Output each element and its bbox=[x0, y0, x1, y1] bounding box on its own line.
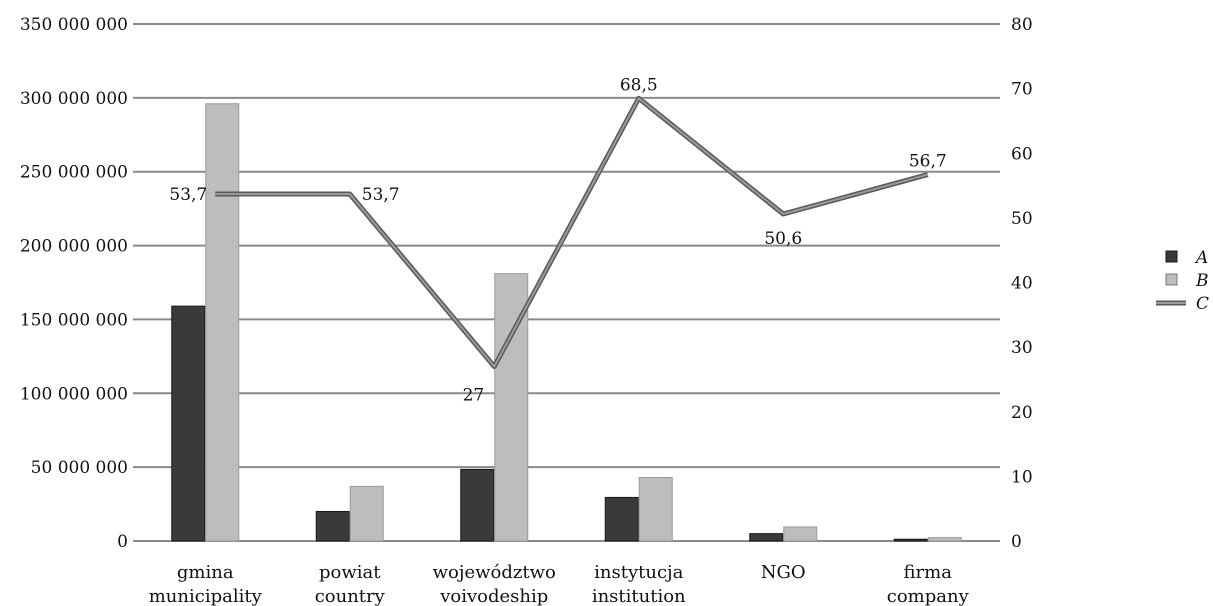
left-tick-label: 100 000 000 bbox=[20, 384, 128, 404]
left-tick-label: 250 000 000 bbox=[20, 163, 128, 183]
right-tick-label: 80 bbox=[1011, 15, 1033, 35]
category-label: voivodeship bbox=[439, 586, 548, 606]
right-tick-label: 50 bbox=[1011, 209, 1033, 229]
category-label: institution bbox=[592, 586, 686, 606]
line-c-outline bbox=[215, 95, 929, 370]
right-axis-ticks: 0 10 20 30 40 50 60 70 80 bbox=[1011, 15, 1033, 552]
left-tick-label: 50 000 000 bbox=[31, 458, 128, 478]
category-label: municipality bbox=[149, 586, 263, 606]
bar-a bbox=[315, 510, 350, 542]
line-c bbox=[215, 97, 929, 368]
bar-b bbox=[783, 526, 818, 542]
data-label-c: 53,7 bbox=[362, 185, 400, 205]
left-axis-ticks: 0 50 000 000 100 000 000 150 000 000 200 000… bbox=[20, 15, 128, 552]
gridlines bbox=[133, 23, 1000, 542]
left-tick-label: 150 000 000 bbox=[20, 310, 128, 330]
category-labels: gmina municipality powiat country województw… bbox=[149, 562, 970, 606]
data-label-c: 68,5 bbox=[620, 75, 658, 95]
bar-b bbox=[927, 537, 962, 542]
left-tick-label: 0 bbox=[117, 532, 128, 552]
data-label-c: 53,7 bbox=[169, 185, 207, 205]
bar-b bbox=[205, 103, 240, 542]
category-label: country bbox=[315, 586, 386, 606]
right-tick-label: 20 bbox=[1011, 403, 1033, 423]
category-label: firma bbox=[904, 562, 953, 583]
bar-a bbox=[749, 533, 784, 542]
category-label: company bbox=[887, 586, 970, 606]
right-tick-label: 30 bbox=[1011, 338, 1033, 358]
bar-a bbox=[171, 305, 206, 542]
bar-b bbox=[638, 476, 673, 542]
bars bbox=[171, 103, 962, 542]
category-label: województwo bbox=[433, 562, 556, 583]
bar-a bbox=[893, 538, 928, 542]
legend: ABC bbox=[1156, 248, 1209, 314]
data-label-c: 50,6 bbox=[764, 229, 802, 249]
right-tick-label: 40 bbox=[1011, 274, 1033, 294]
left-tick-label: 350 000 000 bbox=[20, 15, 128, 35]
left-tick-label: 300 000 000 bbox=[20, 89, 128, 109]
legend-label-b: B bbox=[1195, 271, 1209, 291]
legend-label-a: A bbox=[1194, 248, 1208, 268]
bar-a bbox=[604, 496, 639, 542]
category-label: instytucja bbox=[594, 562, 683, 583]
data-label-c: 56,7 bbox=[909, 152, 947, 172]
left-tick-label: 200 000 000 bbox=[20, 237, 128, 257]
data-label-c: 27 bbox=[463, 386, 485, 406]
right-tick-label: 0 bbox=[1011, 532, 1022, 552]
category-label: gmina bbox=[177, 562, 234, 583]
bar-a bbox=[460, 468, 495, 542]
category-label: powiat bbox=[319, 562, 381, 583]
legend-swatch-b bbox=[1165, 273, 1178, 286]
legend-label-c: C bbox=[1196, 294, 1209, 314]
right-tick-label: 70 bbox=[1011, 80, 1033, 100]
right-tick-label: 60 bbox=[1011, 144, 1033, 164]
category-label: NGO bbox=[761, 562, 806, 583]
series-c-line: 53,7 53,7 27 68,5 50,6 56,7 bbox=[169, 75, 946, 405]
bar-b bbox=[349, 485, 384, 542]
right-tick-label: 10 bbox=[1011, 467, 1033, 487]
legend-swatch-a bbox=[1165, 250, 1178, 263]
